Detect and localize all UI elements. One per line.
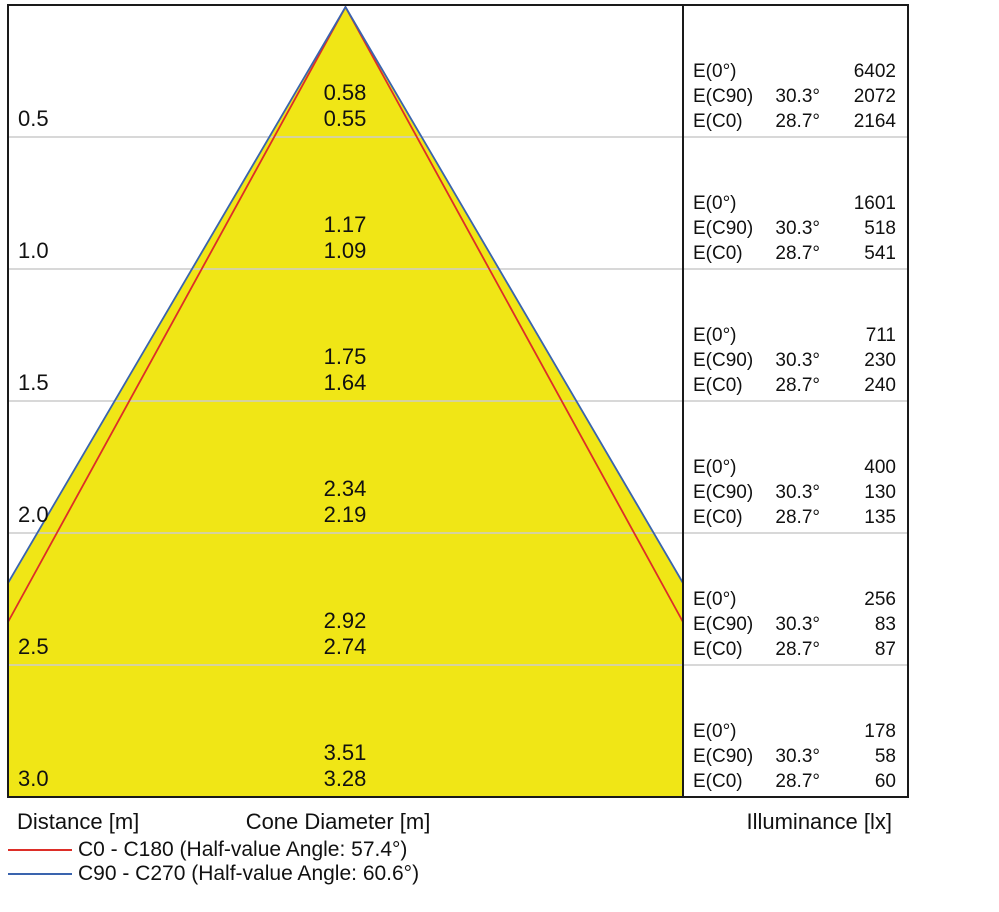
ec0-angle: 28.7° [775,375,820,396]
ec90-label: E(C90) [693,218,754,239]
ec90-value: 58 [874,746,896,767]
ec0-value: 87 [874,639,896,660]
distance-label: 1.5 [18,370,49,395]
ec0-label: E(C0) [693,639,743,660]
ec0-angle: 28.7° [775,639,820,660]
illuminance-axis-label: Illuminance [lx] [746,809,892,834]
ec90-label: E(C90) [693,350,754,371]
ec90-angle: 30.3° [775,86,820,107]
ec90-label: E(C90) [693,482,754,503]
cone-diameter-c90: 2.34 [323,476,367,501]
ec0-value: 2164 [853,111,896,132]
e0-label: E(0°) [693,61,737,82]
distance-axis-label: Distance [m] [17,809,140,834]
distance-label: 2.0 [18,502,49,527]
cone-diameter-c0: 3.28 [323,766,367,791]
cone-line-c90-c270 [7,5,684,584]
ec0-value: 240 [864,375,896,396]
e0-value: 1601 [853,193,896,214]
cone-diameter-c90: 2.92 [323,608,367,633]
e0-value: 400 [864,457,896,478]
ec90-value: 2072 [853,86,896,107]
ec0-label: E(C0) [693,507,743,528]
distance-label: 0.5 [18,106,49,131]
ec90-angle: 30.3° [775,614,820,635]
ec90-value: 230 [864,350,896,371]
cone-diameter-c90: 1.75 [323,344,367,369]
plot-frame [7,4,909,798]
cone-diameter-c0: 1.09 [323,238,367,263]
e0-label: E(0°) [693,589,737,610]
distance-label: 1.0 [18,238,49,263]
ec0-value: 135 [864,507,896,528]
e0-value: 256 [864,589,896,610]
e0-label: E(0°) [693,457,737,478]
distance-label: 3.0 [18,766,49,791]
cone-diameter-c0: 1.64 [323,370,367,395]
legend-label-c90-c270: C90 - C270 (Half-value Angle: 60.6°) [78,862,420,885]
ec0-value: 60 [874,771,896,792]
e0-label: E(0°) [693,325,737,346]
e0-label: E(0°) [693,721,737,742]
cone-diameter-c90: 3.51 [323,740,367,765]
cone-diameter-c0: 2.19 [323,502,367,527]
cone-diameter-axis-label: Cone Diameter [m] [245,809,431,834]
ec90-value: 518 [864,218,896,239]
distance-label: 2.5 [18,634,49,659]
ec0-label: E(C0) [693,111,743,132]
ec0-value: 541 [864,243,896,264]
e0-value: 6402 [853,61,896,82]
ec0-label: E(C0) [693,771,743,792]
ec90-value: 130 [864,482,896,503]
cone-diameter-c90: 1.17 [323,212,367,237]
ec90-angle: 30.3° [775,746,820,767]
ec90-label: E(C90) [693,614,754,635]
cone-diameter-c90: 0.58 [323,80,367,105]
cone-diameter-c0: 2.74 [323,634,367,659]
ec0-angle: 28.7° [775,243,820,264]
ec90-angle: 30.3° [775,482,820,503]
ec0-label: E(C0) [693,243,743,264]
e0-value: 711 [865,325,896,346]
ec90-label: E(C90) [693,746,754,767]
cone-diameter-c0: 0.55 [323,106,367,131]
ec90-label: E(C90) [693,86,754,107]
legend-label-c0-c180: C0 - C180 (Half-value Angle: 57.4°) [78,838,408,861]
row-gridlines [8,136,908,666]
ec0-label: E(C0) [693,375,743,396]
ec90-value: 83 [874,614,896,635]
ec0-angle: 28.7° [775,507,820,528]
e0-value: 178 [864,721,896,742]
e0-label: E(0°) [693,193,737,214]
ec90-angle: 30.3° [775,350,820,371]
ec0-angle: 28.7° [775,771,820,792]
ec90-angle: 30.3° [775,218,820,239]
ec0-angle: 28.7° [775,111,820,132]
